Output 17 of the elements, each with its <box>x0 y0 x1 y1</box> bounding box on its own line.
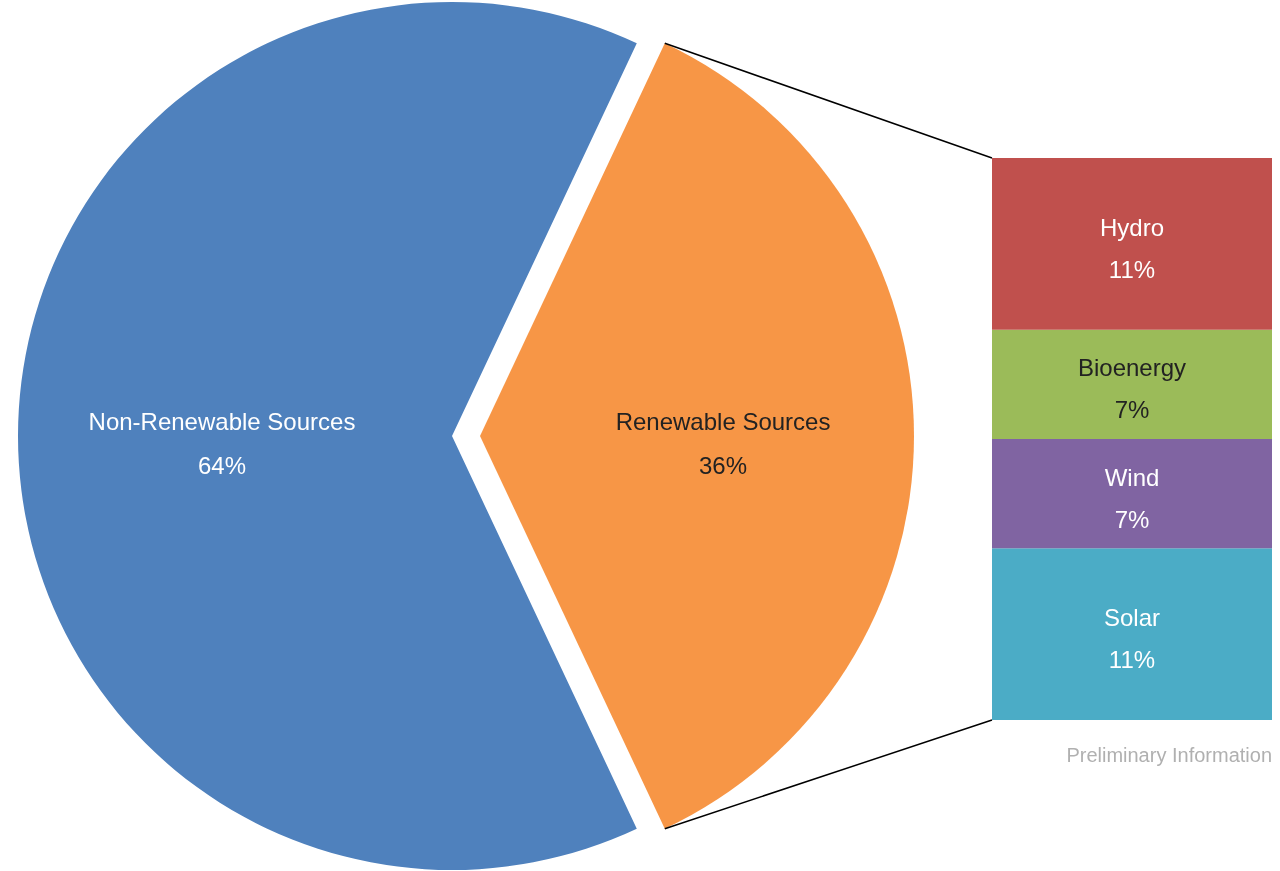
data-label: 11% <box>1108 255 1156 283</box>
series-label: Solar <box>1103 604 1161 632</box>
bar <box>992 439 1272 549</box>
series-label: Bioenergy <box>1077 354 1187 382</box>
data-label: 7% <box>1114 396 1150 424</box>
bar <box>992 329 1272 439</box>
data-label: 7% <box>1114 505 1150 533</box>
slice-label: Renewable Sources <box>615 408 831 435</box>
series-label: Wind <box>1104 463 1160 491</box>
data-label: 36% <box>699 452 748 479</box>
bar <box>992 548 1272 720</box>
data-label: 11% <box>1108 646 1156 674</box>
series-label: Hydro <box>1099 213 1165 241</box>
slice-label: Non-Renewable Sources <box>88 408 356 435</box>
text: Preliminary Information <box>1066 744 1272 766</box>
bar <box>992 158 1272 330</box>
data-label: 64% <box>197 452 246 479</box>
